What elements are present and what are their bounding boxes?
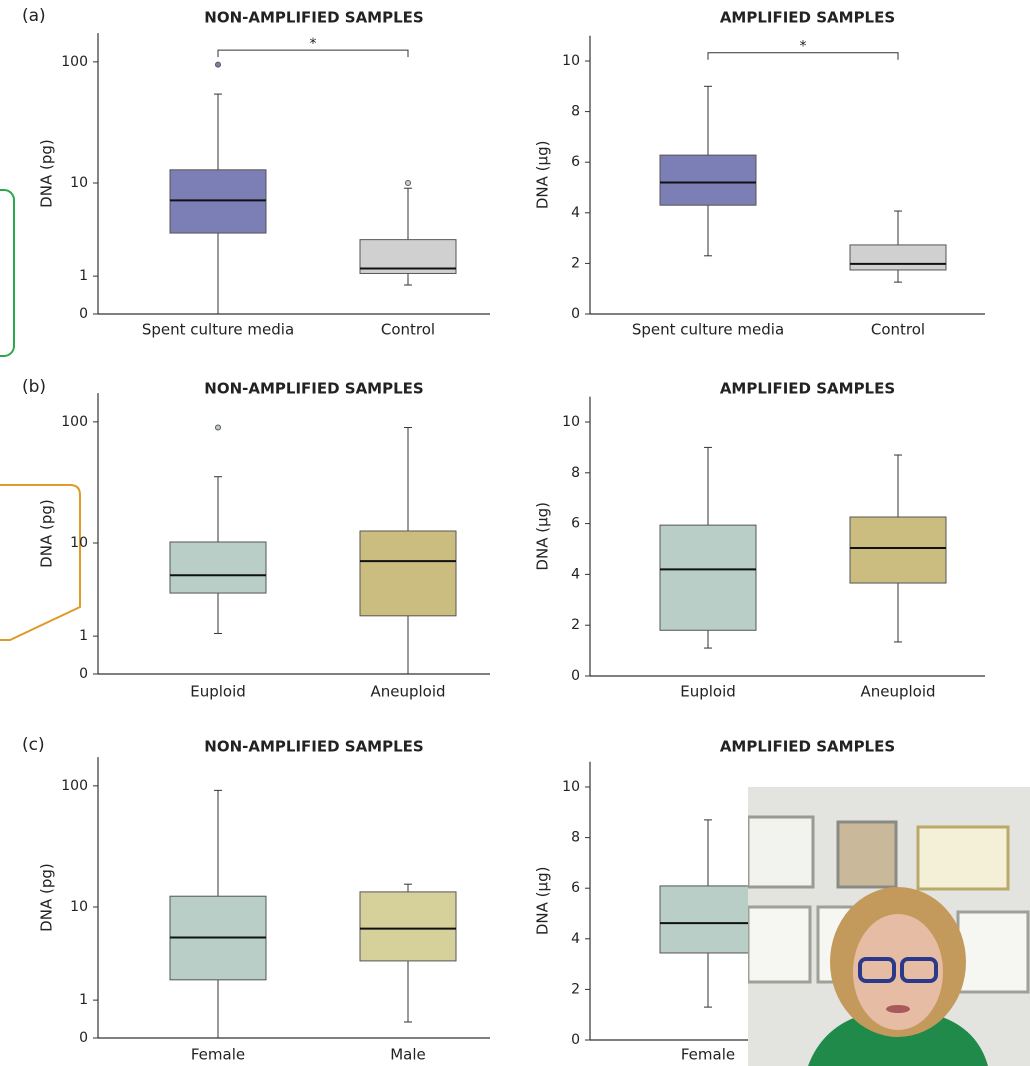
y-tick-label: 10 (562, 779, 580, 795)
y-tick-label: 100 (61, 778, 88, 794)
y-tick-label: 0 (571, 1032, 580, 1048)
x-tick-label: Spent culture media (142, 321, 294, 339)
y-tick-label: 8 (571, 104, 580, 120)
box (170, 170, 266, 233)
x-tick-label: Female (191, 1046, 245, 1064)
y-tick-label: 1 (79, 992, 88, 1008)
outlier (406, 180, 411, 185)
x-tick-label: Male (390, 1046, 426, 1064)
y-tick-label: 6 (571, 516, 580, 532)
y-tick-label: 100 (61, 54, 88, 70)
panel-label: (b) (22, 377, 46, 397)
y-tick-label: 4 (571, 931, 580, 947)
box (360, 892, 456, 961)
y-axis-label: DNA (µg) (534, 867, 552, 936)
x-tick-label: Aneuploid (370, 683, 445, 701)
y-tick-label: 1 (79, 628, 88, 644)
chart-title: NON-AMPLIFIED SAMPLES (204, 9, 423, 27)
y-axis-label: DNA (pg) (38, 139, 56, 208)
y-tick-label: 2 (571, 617, 580, 633)
chart-title: NON-AMPLIFIED SAMPLES (204, 380, 423, 398)
y-tick-label: 4 (571, 205, 580, 221)
y-tick-label: 2 (571, 255, 580, 271)
y-axis-label: DNA (pg) (38, 499, 56, 568)
significance-label: * (310, 36, 317, 52)
y-tick-label: 2 (571, 981, 580, 997)
green-callout (0, 190, 14, 356)
y-tick-label: 0 (79, 666, 88, 682)
box (170, 542, 266, 593)
significance-label: * (800, 39, 807, 55)
x-tick-label: Control (871, 321, 925, 339)
box (360, 531, 456, 616)
y-axis-label: DNA (µg) (534, 141, 552, 210)
y-tick-label: 6 (571, 154, 580, 170)
y-tick-label: 10 (70, 175, 88, 191)
y-tick-label: 100 (61, 414, 88, 430)
panel-label: (a) (22, 6, 46, 26)
y-tick-label: 1 (79, 268, 88, 284)
y-tick-label: 10 (70, 535, 88, 551)
outlier (216, 425, 221, 430)
y-tick-label: 6 (571, 880, 580, 896)
x-tick-label: Spent culture media (632, 321, 784, 339)
y-tick-label: 0 (571, 306, 580, 322)
webcam-video (748, 787, 1030, 1066)
y-tick-label: 10 (562, 53, 580, 69)
chart-title: AMPLIFIED SAMPLES (720, 738, 895, 756)
x-tick-label: Euploid (190, 683, 246, 701)
chart-title: NON-AMPLIFIED SAMPLES (204, 738, 423, 756)
box (660, 525, 756, 630)
y-tick-label: 0 (79, 1030, 88, 1046)
y-tick-label: 10 (562, 414, 580, 430)
y-tick-label: 8 (571, 830, 580, 846)
box (850, 245, 946, 270)
y-tick-label: 8 (571, 465, 580, 481)
box (660, 155, 756, 205)
x-tick-label: Female (681, 1046, 735, 1064)
x-tick-label: Control (381, 321, 435, 339)
y-tick-label: 10 (70, 899, 88, 915)
y-tick-label: 4 (571, 566, 580, 582)
y-axis-label: DNA (µg) (534, 502, 552, 571)
y-tick-label: 0 (79, 306, 88, 322)
y-tick-label: 0 (571, 668, 580, 684)
chart-title: AMPLIFIED SAMPLES (720, 380, 895, 398)
box (850, 517, 946, 583)
x-tick-label: Aneuploid (860, 683, 935, 701)
box (660, 886, 756, 953)
outlier (216, 62, 221, 67)
x-tick-label: Euploid (680, 683, 736, 701)
y-axis-label: DNA (pg) (38, 863, 56, 932)
chart-title: AMPLIFIED SAMPLES (720, 9, 895, 27)
panel-label: (c) (22, 735, 45, 755)
